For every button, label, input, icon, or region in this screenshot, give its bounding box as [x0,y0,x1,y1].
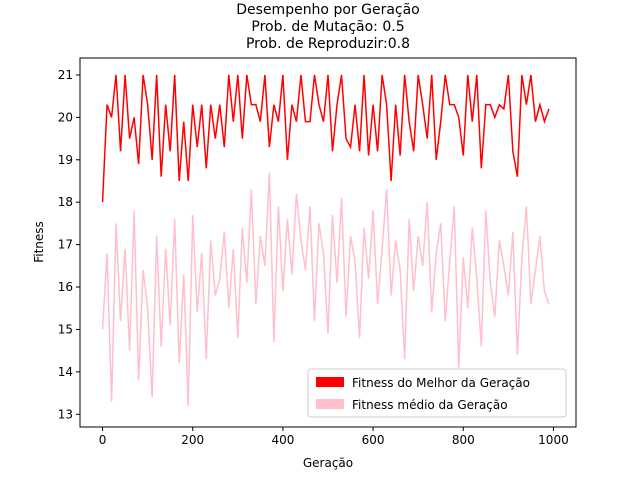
y-tick-label: 21 [58,68,73,82]
legend-swatch [316,377,344,387]
legend-swatch [316,399,344,409]
y-tick-label: 16 [58,280,73,294]
chart-title: Desempenho por Geração [236,2,420,18]
legend-label: Fitness médio da Geração [352,398,508,412]
y-tick-label: 17 [58,238,73,252]
legend-box [307,368,567,418]
x-axis-label: Geração [303,456,353,470]
data-line [101,74,550,203]
x-tick-label: 800 [452,433,475,447]
y-tick-label: 20 [58,110,73,124]
y-tick-label: 13 [58,407,73,421]
chart-subtitle: Prob. de Reproduzir:0.8 [246,36,410,52]
x-tick-label: 1000 [538,433,569,447]
x-tick-label: 0 [99,433,107,447]
legend-label: Fitness do Melhor da Geração [352,376,530,390]
y-axis-label: Fitness [32,221,46,263]
x-tick-label: 400 [271,433,294,447]
y-tick-label: 19 [58,153,73,167]
y-tick-label: 15 [58,322,73,336]
y-tick-label: 18 [58,195,73,209]
chart-subtitle: Prob. de Mutação: 0.5 [251,19,404,35]
x-tick-label: 600 [362,433,385,447]
data-line [101,172,550,406]
plot-frame [79,57,577,428]
x-tick-label: 200 [181,433,204,447]
y-tick-label: 14 [58,365,73,379]
